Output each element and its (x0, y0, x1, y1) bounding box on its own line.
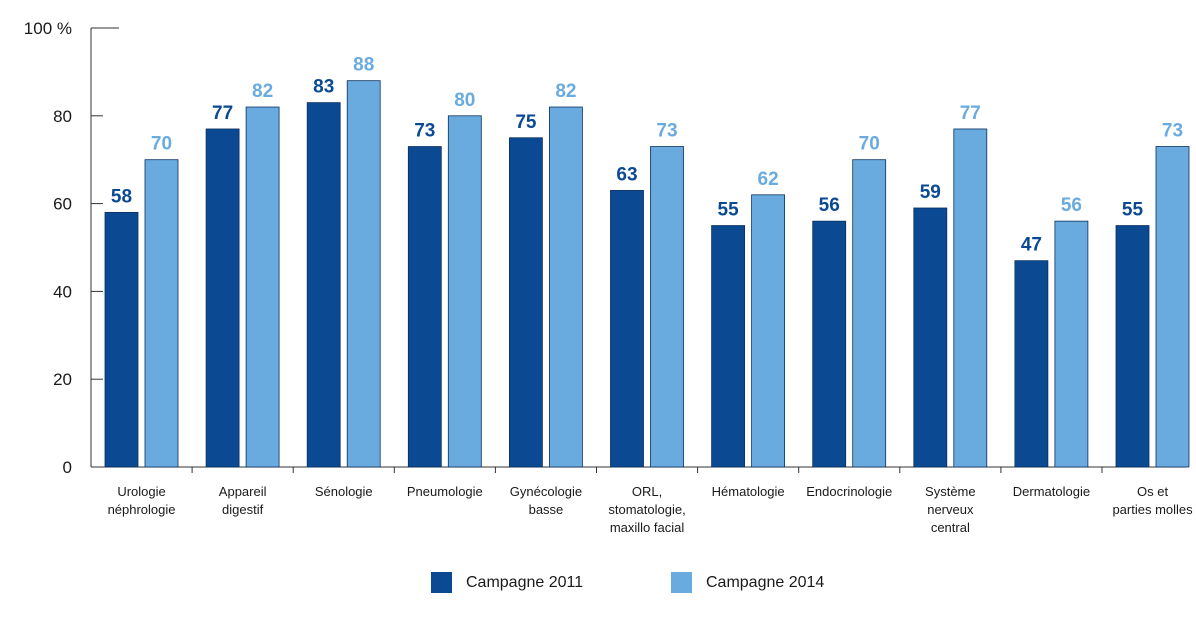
category-label: Dermatologie (1013, 484, 1090, 499)
bar (508, 137, 543, 468)
category-label: Système nerveux central (925, 484, 976, 535)
bar (447, 115, 482, 468)
bar (1155, 146, 1190, 468)
data-label: 83 (313, 77, 334, 98)
category-label-line: Appareil (219, 484, 267, 499)
category-label: Urologie néphrologie (108, 484, 176, 517)
data-label: 73 (414, 121, 435, 142)
category-label-line: Dermatologie (1013, 484, 1090, 499)
bar (1014, 260, 1049, 468)
data-label: 80 (454, 90, 475, 111)
data-label: 82 (252, 81, 273, 102)
data-label: 77 (960, 103, 981, 124)
category-label-line: ORL, (632, 484, 662, 499)
y-tick-label: 20 (53, 370, 72, 389)
category-label: Hématologie (712, 484, 785, 499)
bar (346, 80, 381, 468)
category-label-line: parties molles (1112, 502, 1193, 517)
bar (205, 128, 240, 468)
data-label: 62 (758, 169, 779, 190)
category-label-line: Sénologie (315, 484, 373, 499)
data-label: 75 (515, 112, 537, 133)
category-label-line: Urologie (117, 484, 165, 499)
axes: 0 20 40 60 80 100 % Urologie néphrologie Apparei… (24, 19, 1193, 535)
data-label: 55 (718, 200, 740, 221)
category-label: Endocrinologie (806, 484, 892, 499)
data-label: 55 (1122, 200, 1144, 221)
y-tick-label: 80 (53, 107, 72, 126)
y-tick-label: 100 % (24, 19, 72, 38)
category-label-line: basse (529, 502, 564, 517)
category-label-line: maxillo facial (610, 520, 685, 535)
bar (812, 220, 847, 468)
category-label: Sénologie (315, 484, 373, 499)
category-label-line: central (931, 520, 970, 535)
category-label: Os et parties molles (1112, 484, 1193, 517)
category-label-line: Hématologie (712, 484, 785, 499)
data-label: 58 (111, 186, 132, 207)
category-label: Gynécologie basse (510, 484, 582, 517)
data-label: 82 (555, 81, 576, 102)
data-label: 70 (151, 134, 172, 155)
category-label: Appareil digestif (219, 484, 267, 517)
category-label-line: Pneumologie (407, 484, 483, 499)
bar (913, 207, 948, 468)
data-label: 59 (920, 182, 941, 203)
category-label-line: Système (925, 484, 976, 499)
y-tick-label: 60 (53, 195, 72, 214)
bar (953, 128, 988, 468)
category-label-line: digestif (222, 502, 264, 517)
bar (852, 159, 887, 468)
bar (711, 225, 745, 468)
data-label: 63 (616, 164, 637, 185)
data-label: 73 (656, 121, 677, 142)
data-labels: 58 77 83 73 75 63 55 56 59 47 55 70 82 88 80 82 73 62 70 77… (111, 55, 1183, 256)
data-label: 88 (353, 55, 374, 76)
category-label: Pneumologie (407, 484, 483, 499)
data-label: 77 (212, 103, 233, 124)
bars (104, 80, 1190, 468)
data-label: 47 (1021, 235, 1042, 256)
data-label: 73 (1162, 121, 1183, 142)
y-tick-label: 40 (53, 282, 72, 301)
bar (407, 146, 442, 468)
category-label-line: stomatologie, (608, 502, 685, 517)
bar (1115, 225, 1150, 468)
data-label: 56 (819, 195, 840, 216)
category-label-line: néphrologie (108, 502, 176, 517)
bar (751, 194, 785, 468)
bar (650, 146, 684, 468)
bar (549, 106, 583, 468)
bar (245, 106, 280, 468)
category-label-line: Os et (1137, 484, 1168, 499)
data-label: 70 (859, 134, 880, 155)
bar (104, 211, 139, 468)
category-label-line: nerveux (927, 502, 974, 517)
bar (1054, 220, 1089, 468)
bar (144, 159, 179, 468)
bar (306, 102, 341, 468)
y-tick-label: 0 (63, 458, 72, 477)
category-label-line: Gynécologie (510, 484, 582, 499)
data-label: 56 (1061, 195, 1082, 216)
category-label: ORL, stomatologie, maxillo facial (608, 484, 685, 535)
category-label-line: Endocrinologie (806, 484, 892, 499)
bar (610, 190, 644, 468)
